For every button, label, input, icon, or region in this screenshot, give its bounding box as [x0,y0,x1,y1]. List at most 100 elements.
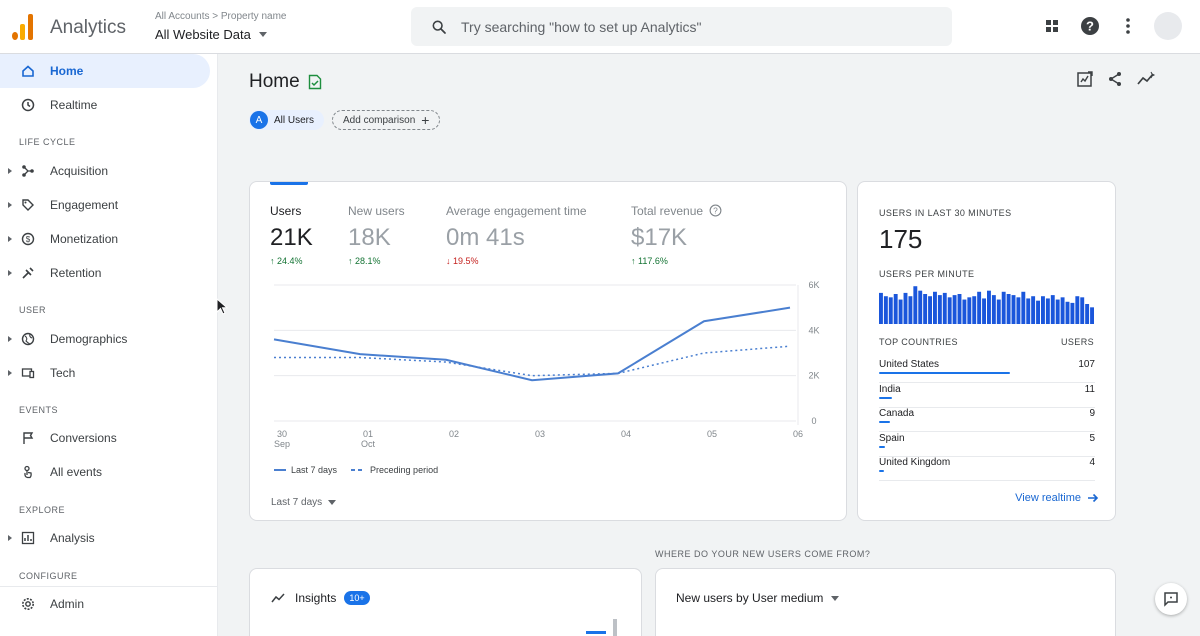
sidebar-item-all-events[interactable]: All events [0,455,210,489]
per-minute-bar[interactable] [1075,296,1080,324]
feedback-chat-button[interactable] [1155,583,1187,615]
segment-label: All Users [274,114,315,126]
metric-name: Average engagement time [446,204,587,218]
add-comparison-button[interactable]: Add comparison + [332,110,441,130]
metric-tab-users[interactable]: Users 21K ↑ 24.4% [270,204,313,266]
account-breadcrumb[interactable]: All Accounts > Property name [155,11,286,22]
per-minute-bar[interactable] [957,294,962,324]
per-minute-bar[interactable] [1031,296,1036,324]
per-minute-bar[interactable] [982,298,986,324]
sidebar-item-engagement[interactable]: Engagement [0,188,210,222]
series-line-preceding-period[interactable] [274,345,791,377]
per-minute-bar[interactable] [1001,291,1006,324]
account-avatar[interactable] [1154,12,1182,40]
per-minute-bar[interactable] [1011,295,1016,324]
y-tick-label: 0 [811,416,816,426]
account-selector[interactable]: All Website Data [155,27,267,42]
country-row[interactable]: Canada 9 [879,408,1095,432]
sidebar-item-home[interactable]: Home [0,54,210,88]
per-minute-bar[interactable] [933,291,937,324]
page-title-text: Home [249,71,300,92]
per-minute-bar[interactable] [1036,300,1040,324]
date-range-dropdown[interactable]: Last 7 days [271,497,337,508]
help-icon[interactable]: ? [1078,14,1102,38]
per-minute-bar[interactable] [991,295,996,324]
per-minute-bar[interactable] [913,286,918,324]
sidebar-item-analysis[interactable]: Analysis [0,521,210,555]
gear-icon [20,596,36,612]
verified-doc-icon[interactable] [308,74,322,90]
per-minute-bar[interactable] [996,299,1001,324]
per-minute-bar[interactable] [879,292,883,324]
per-minute-bar[interactable] [888,297,893,324]
sidebar-item-tech[interactable]: Tech [0,356,210,390]
sidebar-item-admin[interactable]: Admin [0,586,218,620]
sidebar-item-monetization[interactable]: $ Monetization [0,222,210,256]
country-row[interactable]: United Kingdom 4 [879,457,1095,481]
per-minute-bar[interactable] [967,297,972,324]
view-realtime-link[interactable]: View realtime [1015,492,1099,504]
top-icons: ? [1040,12,1182,40]
metric-tab-engagement-time[interactable]: Average engagement time 0m 41s ↓ 19.5% [446,204,587,266]
per-minute-bar[interactable] [1021,291,1026,324]
per-minute-bar[interactable] [923,294,928,324]
search-bar[interactable]: Try searching "how to set up Analytics" [411,7,952,46]
scrollbar-thumb[interactable] [613,619,617,636]
per-minute-bar[interactable] [883,296,888,324]
app-title[interactable]: Analytics [50,17,127,38]
country-row[interactable]: India 11 [879,384,1095,408]
per-minute-bar[interactable] [1090,307,1094,324]
per-minute-bar[interactable] [942,292,947,324]
per-minute-bar[interactable] [962,299,967,324]
per-minute-bar[interactable] [1050,295,1055,324]
per-minute-bar[interactable] [903,292,908,324]
per-minute-bar[interactable] [1016,297,1021,324]
per-minute-bar[interactable] [1055,299,1060,324]
metric-tab-total-revenue[interactable]: Total revenue ? $17K ↑ 117.6% [631,204,722,266]
country-row[interactable]: Spain 5 [879,433,1095,457]
customize-report-icon[interactable] [1076,70,1094,88]
per-minute-bar[interactable] [1080,297,1085,324]
per-minute-bar[interactable] [1060,297,1065,324]
info-icon[interactable]: ? [709,204,722,217]
insights-header[interactable]: Insights 10+ [271,591,370,605]
sidebar-item-realtime[interactable]: Realtime [0,88,210,122]
per-minute-bar[interactable] [972,296,977,324]
segment-chip-all-users[interactable]: A All Users [249,110,325,130]
apps-grid-icon[interactable] [1040,14,1064,38]
more-vert-icon[interactable] [1116,14,1140,38]
per-minute-bar[interactable] [952,295,957,324]
per-minute-bar[interactable] [937,295,942,324]
per-minute-bar[interactable] [893,294,898,324]
breadcrumb-accounts: All Accounts [155,11,210,22]
per-minute-bar[interactable] [1041,296,1045,324]
sidebar-item-acquisition[interactable]: Acquisition [0,154,210,188]
sidebar-item-label: Retention [50,266,102,280]
metric-tab-new-users[interactable]: New users 18K ↑ 28.1% [348,204,405,266]
per-minute-bar[interactable] [1006,294,1011,324]
per-minute-bar[interactable] [928,296,932,324]
series-line-last-7-days[interactable] [273,306,791,382]
country-row[interactable]: United States 107 [879,359,1095,383]
new-users-medium-dropdown[interactable]: New users by User medium [676,591,840,605]
sidebar-item-retention[interactable]: Retention [0,256,210,290]
country-users: 107 [1078,359,1095,370]
per-minute-bar[interactable] [1070,302,1075,324]
per-minute-bar[interactable] [1045,298,1050,324]
per-minute-bar[interactable] [977,291,982,324]
sidebar-item-conversions[interactable]: Conversions [0,421,210,455]
per-minute-bar[interactable] [1085,304,1090,324]
share-icon[interactable] [1106,70,1124,88]
per-minute-bar[interactable] [1065,301,1070,324]
per-minute-bar[interactable] [1026,298,1031,324]
per-minute-bar[interactable] [987,290,991,324]
per-minute-bar[interactable] [908,296,913,324]
per-minute-bar[interactable] [898,299,903,324]
analytics-logo-icon[interactable] [12,14,36,40]
users-header: USERS [1060,337,1094,347]
per-minute-bar[interactable] [918,290,923,324]
sidebar-item-demographics[interactable]: Demographics [0,322,210,356]
per-minute-bar[interactable] [947,297,952,324]
insights-trend-icon[interactable] [1136,70,1156,88]
mini-bar [586,631,606,634]
